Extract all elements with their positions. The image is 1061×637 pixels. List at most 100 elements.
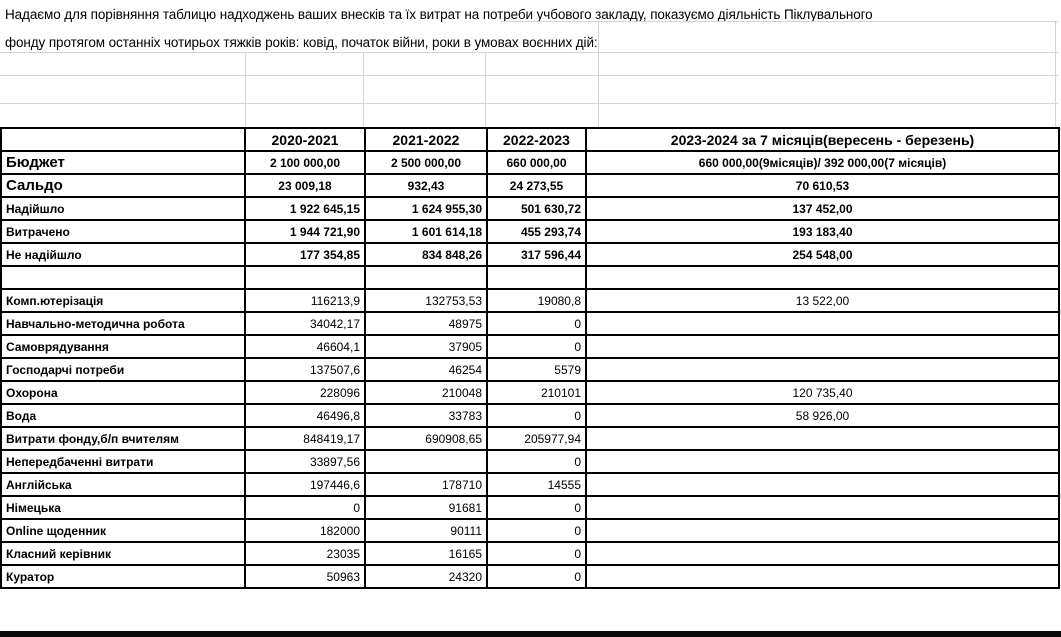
row-label-cell[interactable]: Комп.ютерізація xyxy=(0,288,246,313)
value-cell[interactable]: 177 354,85 xyxy=(244,242,366,267)
header-cell-rowlabel[interactable] xyxy=(0,127,246,152)
value-cell[interactable]: 178710 xyxy=(364,472,488,497)
value-cell[interactable]: 24 273,55 xyxy=(486,173,587,198)
value-cell[interactable]: 137507,6 xyxy=(244,357,366,382)
row-label-cell[interactable]: Охорона xyxy=(0,380,246,405)
value-cell[interactable]: 46604,1 xyxy=(244,334,366,359)
value-cell[interactable]: 137 452,00 xyxy=(585,196,1060,221)
empty-cell[interactable] xyxy=(486,265,587,290)
row-label-cell[interactable]: Вода xyxy=(0,403,246,428)
row-label-cell[interactable]: Класний керівник xyxy=(0,541,246,566)
header-cell-2023-2024[interactable]: 2023-2024 за 7 місяців(вересень - березе… xyxy=(585,127,1060,152)
value-cell[interactable] xyxy=(585,311,1060,336)
value-cell[interactable]: 90111 xyxy=(364,518,488,543)
value-cell[interactable]: 46496,8 xyxy=(244,403,366,428)
value-cell[interactable] xyxy=(585,518,1060,543)
value-cell[interactable]: 1 922 645,15 xyxy=(244,196,366,221)
value-cell[interactable]: 660 000,00(9місяців)/ 392 000,00(7 місяц… xyxy=(585,150,1060,175)
value-cell[interactable]: 116213,9 xyxy=(244,288,366,313)
value-cell[interactable]: 848419,17 xyxy=(244,426,366,451)
row-label-cell[interactable]: Бюджет xyxy=(0,150,246,175)
value-cell[interactable]: 24320 xyxy=(364,564,488,589)
row-label-cell[interactable]: Не надійшло xyxy=(0,242,246,267)
row-label-cell[interactable]: Витрачено xyxy=(0,219,246,244)
value-cell[interactable]: 16165 xyxy=(364,541,488,566)
value-cell[interactable]: 0 xyxy=(486,449,587,474)
value-cell[interactable]: 0 xyxy=(486,541,587,566)
value-cell[interactable]: 210048 xyxy=(364,380,488,405)
value-cell[interactable]: 58 926,00 xyxy=(585,403,1060,428)
value-cell[interactable] xyxy=(364,449,488,474)
value-cell[interactable]: 205977,94 xyxy=(486,426,587,451)
value-cell[interactable]: 660 000,00 xyxy=(486,150,587,175)
value-cell[interactable]: 34042,17 xyxy=(244,311,366,336)
value-cell[interactable]: 33783 xyxy=(364,403,488,428)
value-cell[interactable]: 1 624 955,30 xyxy=(364,196,488,221)
value-cell[interactable]: 2 500 000,00 xyxy=(364,150,488,175)
value-cell[interactable]: 14555 xyxy=(486,472,587,497)
value-cell[interactable]: 23035 xyxy=(244,541,366,566)
value-cell[interactable]: 0 xyxy=(486,403,587,428)
value-cell[interactable]: 1 601 614,18 xyxy=(364,219,488,244)
row-label-cell[interactable]: Витрати фонду,б/п вчителям xyxy=(0,426,246,451)
value-cell[interactable]: 0 xyxy=(486,334,587,359)
value-cell[interactable]: 690908,65 xyxy=(364,426,488,451)
value-cell[interactable]: 33897,56 xyxy=(244,449,366,474)
empty-cell[interactable] xyxy=(244,265,366,290)
row-label-cell[interactable]: Німецька xyxy=(0,495,246,520)
value-cell[interactable]: 455 293,74 xyxy=(486,219,587,244)
row-label-cell[interactable]: Непередбаченні витрати xyxy=(0,449,246,474)
value-cell[interactable] xyxy=(585,564,1060,589)
value-cell[interactable] xyxy=(585,495,1060,520)
value-cell[interactable]: 0 xyxy=(486,311,587,336)
value-cell[interactable]: 932,43 xyxy=(364,173,488,198)
header-cell-2020-2021[interactable]: 2020-2021 xyxy=(244,127,366,152)
value-cell[interactable]: 0 xyxy=(486,518,587,543)
row-label-cell[interactable]: Навчально-методична робота xyxy=(0,311,246,336)
row-label-cell[interactable]: Англійська xyxy=(0,472,246,497)
empty-cell[interactable] xyxy=(364,265,488,290)
value-cell[interactable]: 210101 xyxy=(486,380,587,405)
value-cell[interactable]: 70 610,53 xyxy=(585,173,1060,198)
row-label-cell[interactable]: Надійшло xyxy=(0,196,246,221)
value-cell[interactable]: 0 xyxy=(244,495,366,520)
value-cell[interactable]: 120 735,40 xyxy=(585,380,1060,405)
row-label-cell[interactable]: Сальдо xyxy=(0,173,246,198)
value-cell[interactable] xyxy=(585,357,1060,382)
value-cell[interactable] xyxy=(585,334,1060,359)
value-cell[interactable]: 0 xyxy=(486,495,587,520)
value-cell[interactable] xyxy=(585,541,1060,566)
row-label-cell[interactable]: Online щоденник xyxy=(0,518,246,543)
value-cell[interactable]: 834 848,26 xyxy=(364,242,488,267)
value-cell[interactable]: 2 100 000,00 xyxy=(244,150,366,175)
value-cell[interactable]: 228096 xyxy=(244,380,366,405)
value-cell[interactable]: 317 596,44 xyxy=(486,242,587,267)
value-cell[interactable]: 91681 xyxy=(364,495,488,520)
value-cell[interactable]: 193 183,40 xyxy=(585,219,1060,244)
header-cell-2022-2023[interactable]: 2022-2023 xyxy=(486,127,587,152)
value-cell[interactable]: 5579 xyxy=(486,357,587,382)
value-cell[interactable]: 0 xyxy=(486,564,587,589)
value-cell[interactable]: 37905 xyxy=(364,334,488,359)
value-cell[interactable]: 50963 xyxy=(244,564,366,589)
value-cell[interactable]: 1 944 721,90 xyxy=(244,219,366,244)
value-cell[interactable]: 23 009,18 xyxy=(244,173,366,198)
header-cell-2021-2022[interactable]: 2021-2022 xyxy=(364,127,488,152)
value-cell[interactable]: 13 522,00 xyxy=(585,288,1060,313)
value-cell[interactable]: 46254 xyxy=(364,357,488,382)
value-cell[interactable] xyxy=(585,426,1060,451)
value-cell[interactable] xyxy=(585,449,1060,474)
row-label-cell[interactable]: Самоврядування xyxy=(0,334,246,359)
row-label-cell[interactable]: Господарчі потреби xyxy=(0,357,246,382)
value-cell[interactable]: 48975 xyxy=(364,311,488,336)
value-cell[interactable] xyxy=(585,472,1060,497)
value-cell[interactable]: 132753,53 xyxy=(364,288,488,313)
value-cell[interactable]: 501 630,72 xyxy=(486,196,587,221)
value-cell[interactable]: 254 548,00 xyxy=(585,242,1060,267)
value-cell[interactable]: 182000 xyxy=(244,518,366,543)
empty-cell[interactable] xyxy=(0,265,246,290)
row-label-cell[interactable]: Куратор xyxy=(0,564,246,589)
value-cell[interactable]: 197446,6 xyxy=(244,472,366,497)
empty-cell[interactable] xyxy=(585,265,1060,290)
value-cell[interactable]: 19080,8 xyxy=(486,288,587,313)
